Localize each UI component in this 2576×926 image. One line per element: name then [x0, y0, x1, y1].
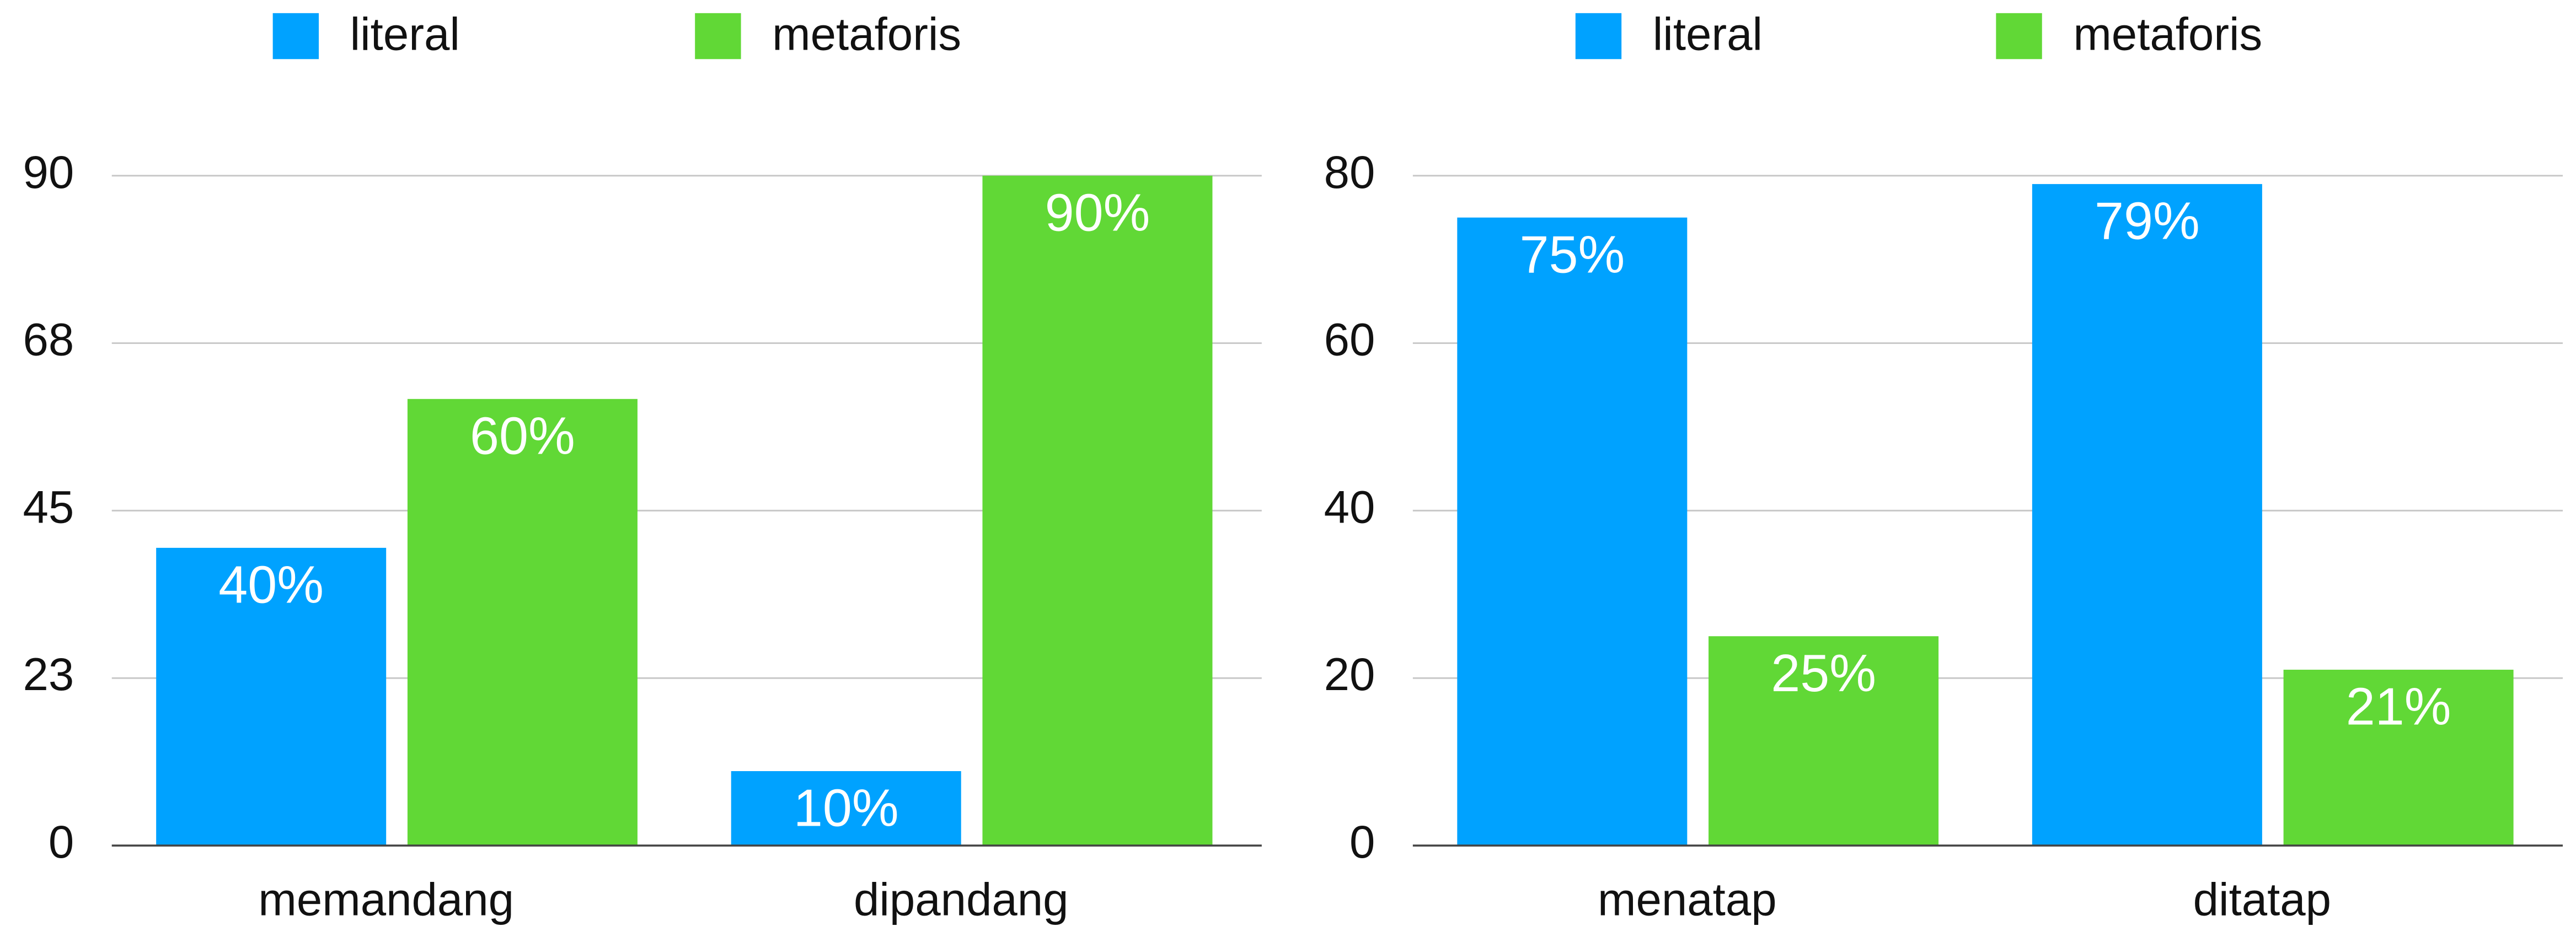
x-tick-label: menatap: [1598, 874, 1777, 925]
value-label: 40%: [218, 556, 324, 615]
value-label: 90%: [1045, 184, 1150, 242]
legend-swatch: [695, 13, 741, 60]
bar: [731, 771, 961, 846]
y-tick-label: 20: [1324, 649, 1375, 700]
y-tick-label: 40: [1324, 481, 1375, 532]
legend-label: literal: [350, 9, 460, 60]
legend-label: literal: [1653, 9, 1763, 60]
y-tick-label: 80: [1324, 147, 1375, 198]
y-tick-label: 90: [23, 147, 74, 198]
value-label: 75%: [1519, 225, 1625, 284]
y-tick-label: 0: [49, 816, 74, 868]
value-label: 25%: [1771, 644, 1876, 703]
x-tick-label: ditatap: [2193, 874, 2331, 925]
y-tick-label: 45: [23, 481, 74, 532]
legend-swatch: [1996, 13, 2042, 60]
bar: [2032, 184, 2262, 846]
value-label: 21%: [2346, 678, 2451, 736]
bar: [156, 547, 387, 846]
legend-swatch: [272, 13, 319, 60]
legend-swatch: [1575, 13, 1622, 60]
bar: [2283, 670, 2514, 846]
bar: [982, 175, 1213, 846]
legend-label: metaforis: [772, 9, 961, 60]
y-tick-label: 0: [1349, 816, 1375, 868]
value-label: 79%: [2095, 192, 2200, 251]
x-tick-label: memandang: [258, 874, 514, 925]
y-tick-label: 68: [23, 314, 74, 365]
x-tick-label: dipandang: [854, 874, 1069, 925]
y-tick-label: 60: [1324, 314, 1375, 365]
bar: [407, 399, 638, 846]
legend-label: metaforis: [2073, 9, 2262, 60]
value-label: 10%: [794, 779, 899, 838]
bar: [1457, 217, 1688, 846]
bar: [1709, 636, 1939, 846]
value-label: 60%: [470, 407, 575, 465]
y-tick-label: 23: [23, 649, 74, 700]
